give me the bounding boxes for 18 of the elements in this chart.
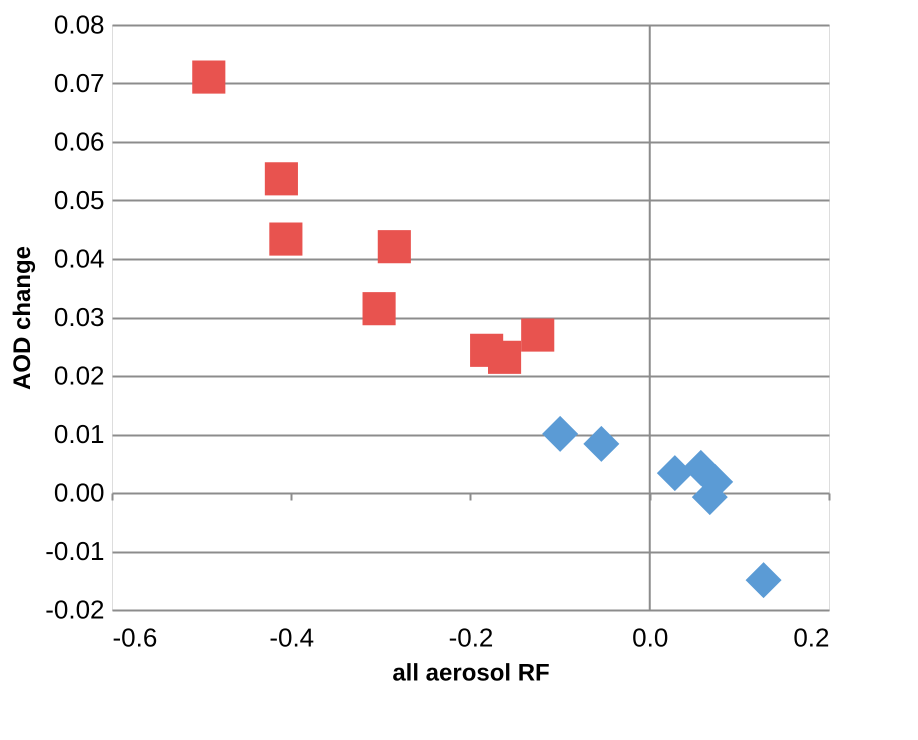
y-tick-label: -0.02 <box>45 594 104 624</box>
y-tick-label: 0.07 <box>54 68 104 98</box>
x-tick-label: 0.2 <box>793 622 830 652</box>
y-tick-label: 0.01 <box>54 419 104 449</box>
y-tick-label: 0.03 <box>54 302 104 332</box>
y-tick-label: -0.01 <box>45 536 104 566</box>
y-tick-label: 0.08 <box>54 10 104 40</box>
y-axis-title: AOD change <box>9 246 36 390</box>
x-tick-label: -0.2 <box>448 622 494 652</box>
x-axis-title: all aerosol RF <box>392 660 550 686</box>
x-tick-label: -0.6 <box>112 622 158 652</box>
y-tick-label: 0.05 <box>54 185 104 215</box>
y-tick-label: 0.00 <box>54 478 104 508</box>
x-tick-label: -0.4 <box>269 622 314 652</box>
y-tick-label: 0.06 <box>54 126 104 156</box>
x-tick-label: 0.0 <box>632 622 668 652</box>
y-tick-label: 0.02 <box>54 360 104 390</box>
y-tick-label: 0.04 <box>54 244 104 274</box>
